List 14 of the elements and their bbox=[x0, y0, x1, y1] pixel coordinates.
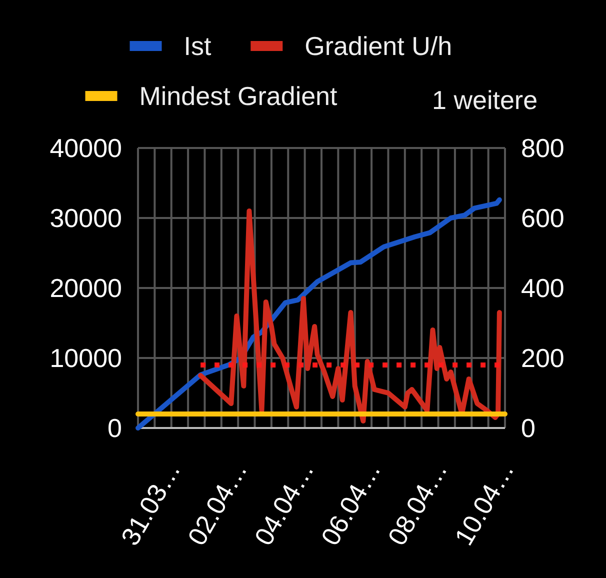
y-tick-label: 30000 bbox=[50, 203, 122, 233]
y-tick-label: 10000 bbox=[50, 343, 122, 373]
y2-tick-label: 600 bbox=[521, 203, 564, 233]
y2-tick-label: 0 bbox=[521, 413, 536, 443]
text: 1 weitere bbox=[432, 85, 538, 115]
y2-tick-label: 400 bbox=[521, 273, 564, 303]
y-tick-label: 20000 bbox=[50, 273, 122, 303]
y2-tick-label: 800 bbox=[521, 133, 564, 163]
y-tick-label: 0 bbox=[108, 413, 122, 443]
y-tick-label: 40000 bbox=[50, 133, 122, 163]
legend-label: Gradient U/h bbox=[304, 31, 452, 61]
y2-tick-label: 200 bbox=[521, 343, 564, 373]
legend-label: Ist bbox=[184, 31, 212, 61]
legend-label: Mindest Gradient bbox=[139, 81, 338, 111]
